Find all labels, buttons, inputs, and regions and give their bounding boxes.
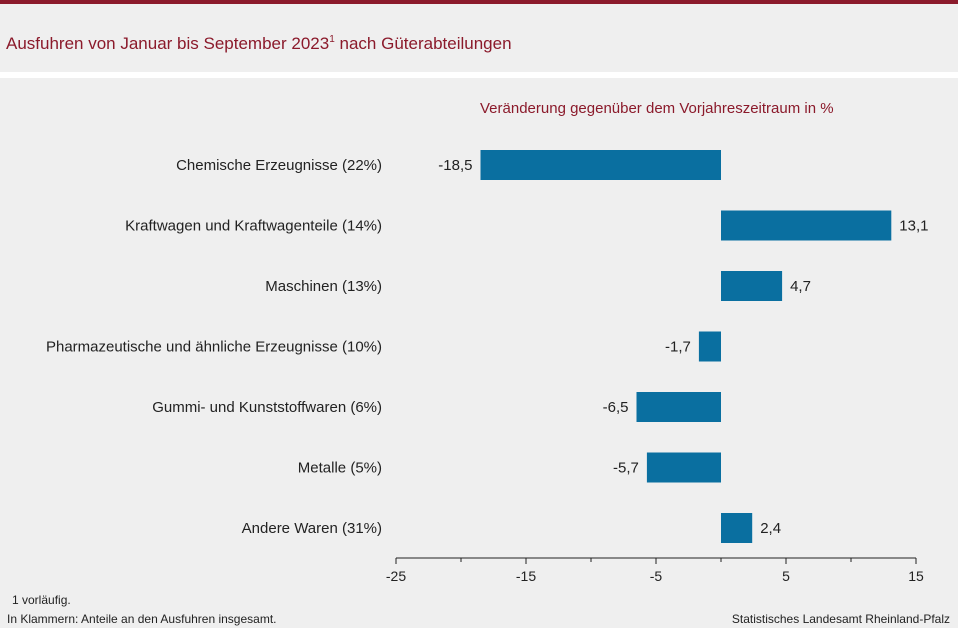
data-label: -1,7 bbox=[665, 339, 691, 356]
data-label: -5,7 bbox=[613, 460, 639, 477]
category-label: Metalle (5%) bbox=[298, 460, 382, 477]
data-label: 4,7 bbox=[790, 278, 811, 295]
bar bbox=[721, 271, 783, 301]
bar bbox=[721, 513, 753, 543]
bar bbox=[721, 210, 892, 241]
data-label: -6,5 bbox=[603, 399, 629, 416]
top-accent-bar bbox=[0, 0, 958, 4]
bar bbox=[646, 452, 721, 483]
page-title: Ausfuhren von Januar bis September 20231… bbox=[6, 34, 512, 53]
source: Statistisches Landesamt Rheinland-Pfalz bbox=[731, 612, 950, 626]
category-label: Pharmazeutische und ähnliche Erzeugnisse… bbox=[46, 339, 382, 356]
x-tick-label: 15 bbox=[908, 568, 924, 584]
title-text: Ausfuhren von Januar bis September 2023 bbox=[6, 34, 330, 53]
header: Ausfuhren von Januar bis September 20231… bbox=[0, 4, 958, 72]
bar bbox=[636, 392, 721, 422]
note: In Klammern: Anteile an den Ausfuhren in… bbox=[7, 612, 277, 626]
bar bbox=[480, 150, 721, 180]
title-footnote-marker: 1 bbox=[329, 34, 335, 45]
header-separator bbox=[0, 72, 958, 78]
category-label: Chemische Erzeugnisse (22%) bbox=[176, 157, 382, 174]
chart-panel bbox=[0, 78, 958, 628]
category-label: Gummi- und Kunststoffwaren (6%) bbox=[152, 399, 382, 416]
category-label: Andere Waren (31%) bbox=[242, 520, 382, 537]
category-label: Kraftwagen und Kraftwagenteile (14%) bbox=[125, 218, 382, 235]
data-label: -18,5 bbox=[438, 157, 472, 174]
data-label: 13,1 bbox=[899, 218, 928, 235]
category-label: Maschinen (13%) bbox=[265, 278, 382, 295]
x-tick-label: -15 bbox=[516, 568, 536, 584]
bar bbox=[698, 331, 721, 362]
footnote: 1 vorläufig. bbox=[12, 593, 71, 607]
x-tick-label: 5 bbox=[782, 568, 790, 584]
data-label: 2,4 bbox=[760, 520, 781, 537]
x-tick-label: -25 bbox=[386, 568, 406, 584]
chart-subtitle: Veränderung gegenüber dem Vorjahreszeitr… bbox=[480, 100, 834, 117]
x-tick-label: -5 bbox=[650, 568, 663, 584]
